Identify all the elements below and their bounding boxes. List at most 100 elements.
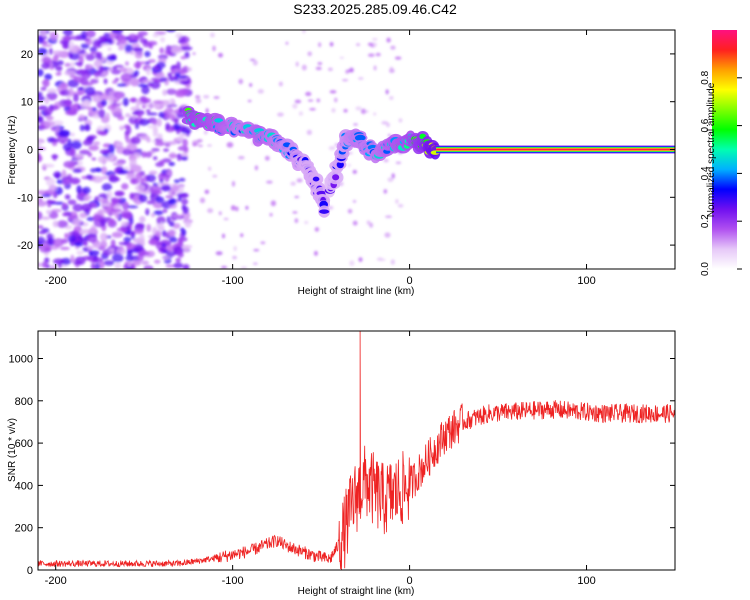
noise-blob <box>177 239 184 248</box>
noise-blob <box>83 99 91 107</box>
noise-blob <box>38 36 44 44</box>
noise-blob <box>197 144 203 148</box>
noise-blob <box>76 250 84 256</box>
dip-track <box>324 128 441 198</box>
figure-title: S233.2025.285.09.46.C42 <box>293 1 457 17</box>
noise-blob <box>48 185 58 192</box>
noise-blob <box>117 35 128 45</box>
noise-blob <box>100 43 111 47</box>
carrier-line <box>436 145 675 154</box>
noise-blob <box>165 251 176 257</box>
noise-blob <box>79 229 92 235</box>
snr-ylabel: SNR (10 * v/v) <box>7 418 18 482</box>
noise-blob <box>390 259 395 265</box>
noise-blob <box>146 112 158 116</box>
noise-blob <box>38 153 41 162</box>
noise-blob <box>316 98 321 103</box>
noise-blob <box>134 49 144 59</box>
noise-blob <box>130 136 141 145</box>
noise-blob <box>82 246 89 253</box>
colorbar-tick-label: 0.2 <box>700 214 711 228</box>
noise-blob <box>171 65 178 69</box>
noise-blob <box>118 169 129 175</box>
noise-blob <box>390 45 396 50</box>
noise-blob <box>131 47 144 51</box>
y-tick-label: 200 <box>15 523 33 535</box>
noise-blob <box>85 30 96 38</box>
noise-blob <box>73 76 85 83</box>
noise-blob <box>307 99 314 102</box>
noise-blob <box>389 95 394 101</box>
noise-blob <box>363 110 369 113</box>
noise-blob <box>83 38 90 42</box>
noise-blob <box>59 246 70 251</box>
noise-blob <box>123 213 132 219</box>
noise-blob <box>104 37 113 42</box>
noise-blob <box>159 47 165 54</box>
noise-blob <box>138 118 150 126</box>
noise-blob <box>145 67 151 76</box>
noise-blob <box>84 64 93 70</box>
noise-blob <box>41 216 51 220</box>
noise-blob <box>178 177 186 182</box>
noise-blob <box>146 223 152 232</box>
noise-blob <box>70 35 83 41</box>
noise-blob <box>53 171 62 179</box>
noise-blob <box>245 205 249 210</box>
noise-blob <box>98 109 106 118</box>
noise-blob <box>60 89 71 96</box>
noise-blob <box>41 193 52 198</box>
noise-blob <box>100 99 108 107</box>
noise-blob <box>238 156 245 160</box>
noise-blob <box>386 37 391 43</box>
y-tick-label: 20 <box>21 49 33 61</box>
y-tick-label: 1000 <box>9 353 33 365</box>
noise-blob <box>123 236 132 243</box>
noise-blob <box>114 262 122 269</box>
noise-blob <box>146 174 156 183</box>
noise-blob <box>145 208 150 216</box>
colorbar-tick-label: 0.8 <box>700 70 711 84</box>
noise-blob <box>385 89 389 95</box>
noise-blob <box>152 100 164 104</box>
noise-blob <box>171 214 182 218</box>
y-tick-label: 800 <box>15 396 33 408</box>
noise-blob <box>111 231 123 238</box>
noise-blob <box>212 174 218 178</box>
noise-blob <box>106 55 117 62</box>
noise-blob <box>163 148 170 152</box>
noise-blob <box>65 98 72 108</box>
noise-blob <box>117 115 125 121</box>
noise-blob <box>168 204 177 209</box>
snr-series-line <box>38 331 675 570</box>
noise-blob <box>62 178 70 186</box>
noise-blob <box>49 264 57 269</box>
noise-blob <box>231 180 236 187</box>
snr-y-axis: 0 200 400 600 800 1000 <box>9 353 675 577</box>
noise-blob <box>177 145 189 151</box>
spectrogram-y-axis: -20 -10 0 10 20 <box>17 49 675 252</box>
noise-blob <box>178 89 190 95</box>
noise-blob <box>181 204 187 211</box>
noise-blob <box>120 221 129 227</box>
noise-blob <box>226 142 234 148</box>
spectrogram-x-axis: -200 -100 0 100 <box>45 30 596 287</box>
x-tick-label: 100 <box>577 575 595 587</box>
noise-blob <box>85 53 96 61</box>
noise-blob <box>173 179 180 184</box>
noise-blob <box>383 158 389 163</box>
noise-blob <box>92 214 103 222</box>
noise-blob <box>135 99 140 108</box>
noise-blob <box>176 153 182 161</box>
y-tick-label: -10 <box>17 192 33 204</box>
noise-blob <box>144 104 155 108</box>
noise-blob <box>111 66 117 70</box>
noise-blob <box>52 154 57 161</box>
noise-blob <box>174 118 179 125</box>
noise-blob <box>38 138 44 143</box>
noise-blob <box>85 106 95 110</box>
snr-panel: -200 -100 0 100 0 200 400 600 800 1000 Height of… <box>7 330 676 597</box>
noise-blob <box>305 91 312 97</box>
noise-blob <box>165 264 175 268</box>
x-tick-label: 100 <box>577 275 595 287</box>
